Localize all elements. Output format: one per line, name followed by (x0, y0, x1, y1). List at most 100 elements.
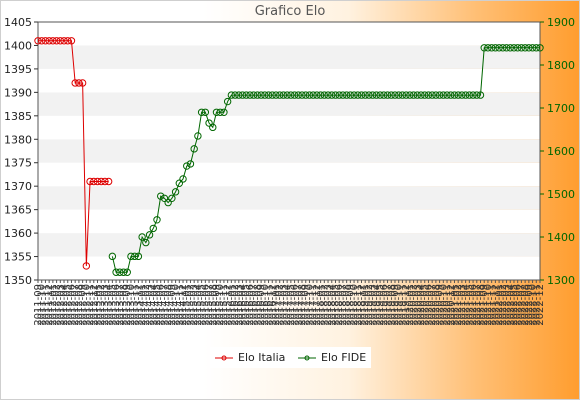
data-point-elo-fide (380, 91, 388, 99)
data-point-elo-fide (339, 91, 347, 99)
x-tick-label: 2017-04 (282, 284, 293, 326)
x-tick-label: 2012-08 (74, 284, 85, 326)
data-point-elo-fide (383, 91, 392, 99)
x-tick-label: 2019-09 (390, 284, 401, 326)
x-tick-label: 2014-11 (174, 284, 185, 326)
data-point-elo-fide (409, 91, 418, 99)
data-point-elo-fide (473, 91, 481, 99)
data-point-elo-fide (179, 175, 187, 183)
data-point-elo-italia (64, 37, 72, 45)
data-point-elo-italia (90, 177, 98, 186)
data-point-elo-fide (186, 160, 195, 168)
x-tick-label: 2013-04 (104, 284, 115, 326)
x-tick-label: 2013-01 (92, 284, 103, 326)
data-point-elo-italia (45, 37, 53, 45)
x-tick-label: 2016-05 (241, 284, 252, 326)
data-point-elo-fide (316, 91, 325, 99)
data-point-elo-fide (168, 194, 176, 203)
x-tick-label: 2012-12 (89, 284, 100, 326)
x-tick-label: 2018-08 (342, 284, 353, 326)
data-point-elo-fide (499, 44, 507, 52)
x-tick-label: 2022-08 (520, 284, 531, 326)
grid-band (38, 162, 540, 187)
data-point-elo-fide (458, 91, 466, 99)
data-point-elo-fide (257, 91, 265, 99)
data-point-elo-italia (93, 177, 102, 186)
x-tick-label: 2020-05 (420, 284, 431, 326)
x-tick-label: 2017-03 (278, 284, 289, 326)
x-tick-label: 2021-01 (449, 284, 460, 326)
data-point-elo-fide (387, 91, 395, 99)
y-left-tick-label: 1355 (4, 251, 32, 264)
data-point-elo-fide (391, 91, 399, 99)
x-tick-label: 2022-02 (498, 284, 509, 326)
x-tick-label: 2013-02 (96, 284, 107, 326)
x-tick-label: 2015-02 (185, 284, 196, 326)
x-tick-label: 2016-08 (252, 284, 263, 326)
y-left-tick-label: 1370 (4, 180, 32, 193)
data-point-elo-fide (231, 91, 239, 99)
data-point-elo-fide (227, 91, 236, 99)
x-tick-label: 2013-05 (107, 284, 118, 326)
data-point-elo-fide (324, 91, 332, 99)
x-tick-label: 2021-07 (472, 284, 483, 326)
data-point-elo-italia (49, 37, 57, 45)
x-tick-label: 2020-09 (435, 284, 446, 326)
x-tick-label: 2016-11 (264, 284, 275, 326)
grid-band (38, 22, 540, 46)
x-tick-label: 2016-07 (249, 284, 260, 326)
x-tick-label: 2014-08 (163, 284, 174, 326)
y-right-tick-label: 1400 (547, 231, 575, 244)
data-point-elo-fide (447, 91, 455, 99)
x-tick-label: 2022-01 (494, 284, 505, 326)
data-point-elo-fide (127, 252, 135, 261)
x-tick-label: 2022-06 (513, 284, 524, 326)
data-point-elo-fide (365, 91, 373, 99)
legend-label-elo-italia: Elo Italia (238, 351, 286, 364)
x-tick-label: 2015-04 (193, 284, 204, 326)
data-point-elo-fide (264, 91, 273, 99)
x-tick-label: 2019-04 (371, 284, 382, 326)
data-point-elo-fide (246, 91, 254, 99)
x-tick-label: 2018-09 (345, 284, 356, 326)
data-point-elo-fide (149, 224, 157, 233)
x-tick-label: 2012-02 (52, 284, 63, 326)
data-point-elo-fide (276, 91, 284, 99)
y-right-tick-label: 1300 (547, 274, 575, 287)
x-tick-label: 2021-05 (464, 284, 475, 326)
data-point-elo-fide (108, 252, 117, 261)
x-tick-label: 2022-11 (531, 284, 542, 326)
data-point-elo-fide (123, 268, 131, 276)
data-point-elo-fide (220, 108, 228, 117)
x-tick-label: 2016-02 (230, 284, 241, 326)
y-right-tick-label: 1700 (547, 102, 575, 115)
data-point-elo-fide (432, 91, 440, 99)
y-left-tick-label: 1400 (4, 39, 32, 52)
x-tick-label: 2021-12 (490, 284, 501, 326)
data-point-elo-fide (350, 91, 358, 99)
data-point-elo-fide (517, 44, 526, 52)
data-point-elo-fide (175, 179, 184, 187)
data-point-elo-fide (235, 91, 243, 99)
x-tick-label: 2017-07 (293, 284, 304, 326)
x-tick-label: 2017-09 (301, 284, 312, 326)
data-point-elo-fide (212, 108, 221, 117)
data-point-elo-fide (469, 91, 477, 99)
x-tick-label: 2019-10 (394, 284, 405, 326)
x-tick-label: 2020-07 (427, 284, 438, 326)
x-tick-label: 2015-06 (200, 284, 211, 326)
x-tick-label: 2012-10 (81, 284, 92, 326)
data-point-elo-fide (417, 91, 425, 99)
x-tick-label: 2022-09 (524, 284, 535, 326)
grid-band (38, 209, 540, 234)
x-tick-label: 2020-02 (409, 284, 420, 326)
grid-band (38, 256, 540, 280)
x-tick-label: 2011-10 (37, 284, 48, 326)
y-left-tick-label: 1385 (4, 110, 32, 123)
x-tick-label: 2020-04 (416, 284, 427, 326)
legend-marker-elo-italia (215, 355, 233, 360)
x-tick-label: 2019-12 (401, 284, 412, 326)
data-point-elo-fide (116, 268, 124, 276)
y-left-tick-label: 1390 (4, 86, 32, 99)
data-point-elo-fide (424, 91, 433, 99)
